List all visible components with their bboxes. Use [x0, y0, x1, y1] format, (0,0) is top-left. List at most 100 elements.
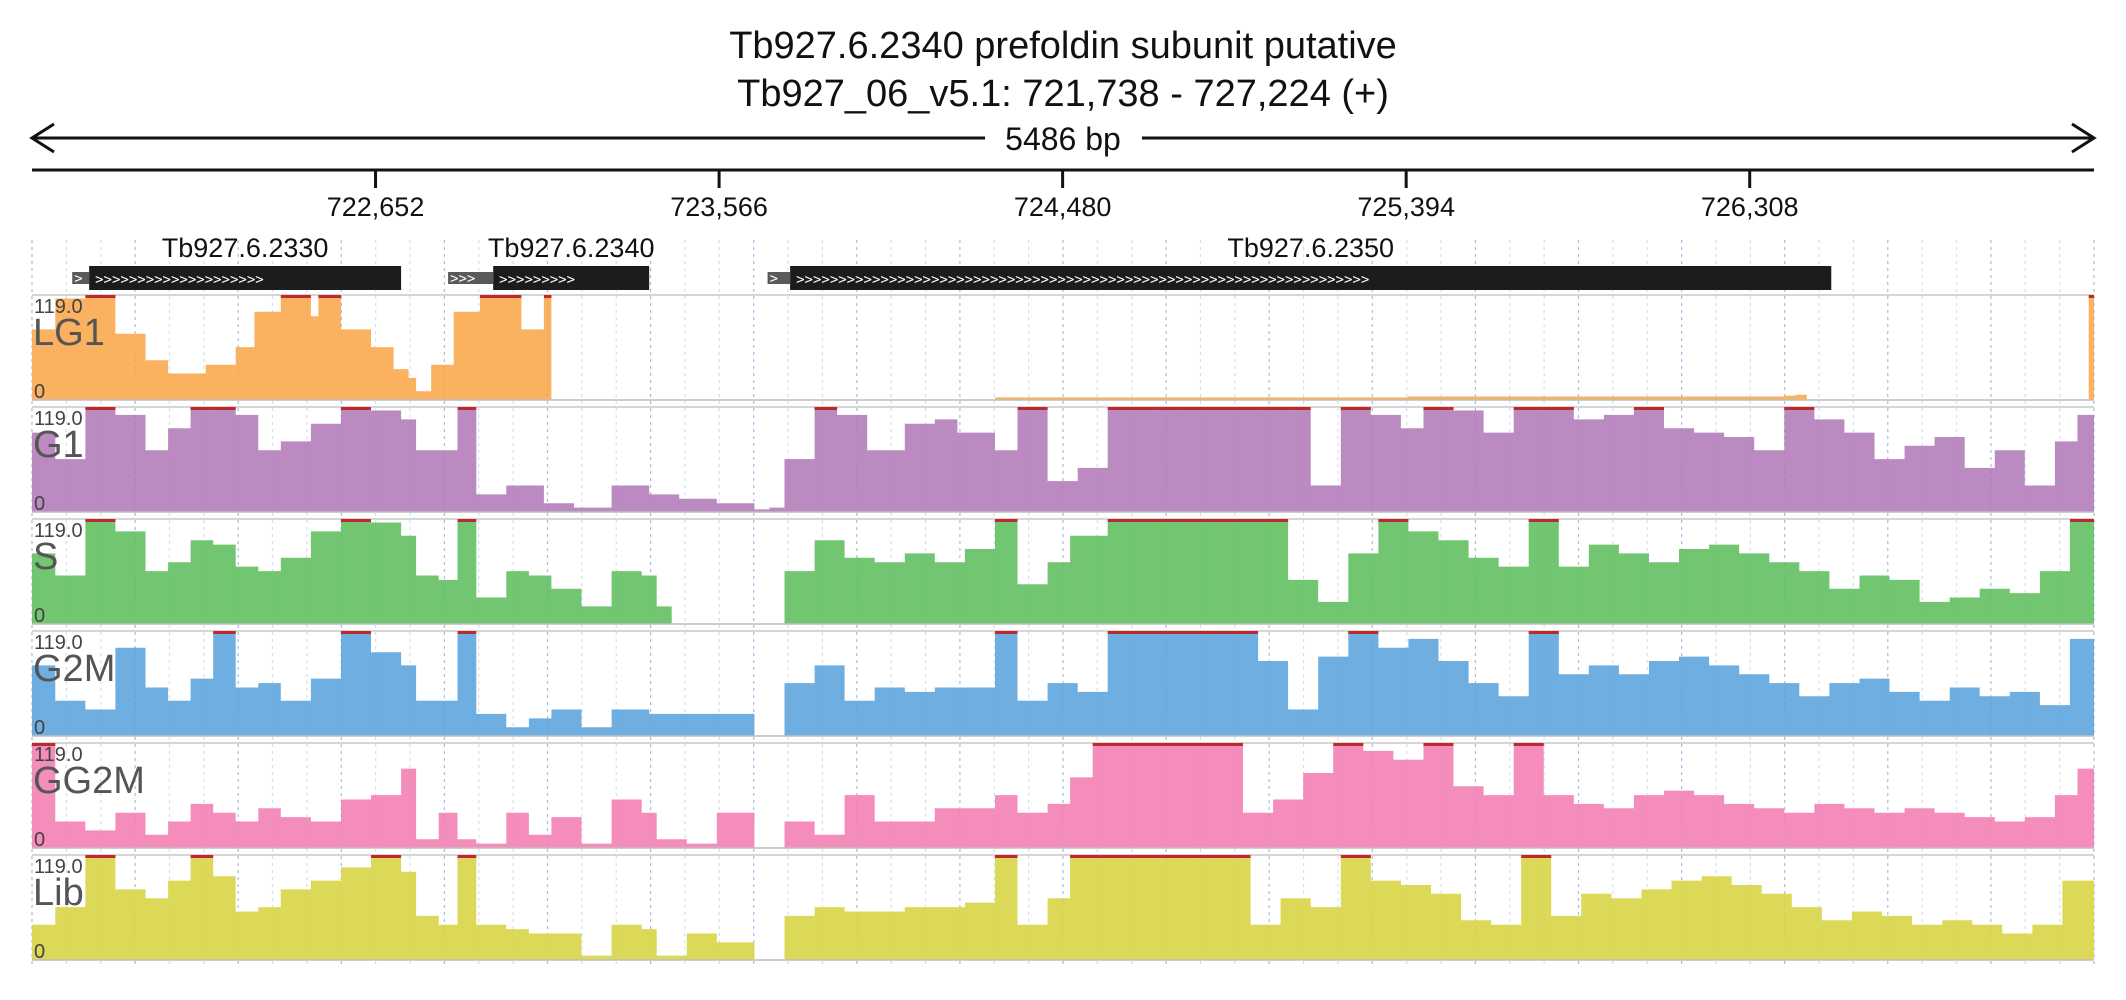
track-name-label: Lib: [33, 872, 84, 914]
track-max-label: 119.0: [34, 856, 83, 878]
axis-tick-label: 725,394: [1357, 192, 1455, 222]
coverage-area: [32, 407, 2094, 512]
span-arrow-right-icon: [2071, 122, 2097, 154]
coverage-area: [32, 855, 2094, 960]
clip-marker: [1633, 407, 1665, 410]
track-max-label: 119.0: [34, 296, 83, 318]
clip-marker: [1378, 519, 1409, 522]
coverage-track-s: 119.0 0 S: [32, 518, 2094, 627]
track-min-label: 0: [34, 829, 45, 851]
clip-marker: [1152, 743, 1183, 746]
axis-ticks: 722,652 723,566 724,480 725,394 726,308: [327, 170, 1799, 222]
coverage-track-lg1: 119.0 0 LG1: [32, 294, 2094, 403]
clip-marker: [457, 407, 477, 410]
clip-marker: [85, 407, 116, 410]
clip-marker: [457, 855, 477, 858]
track-max-label: 119.0: [34, 632, 83, 654]
clip-marker: [1348, 631, 1379, 634]
track-min-label: 0: [34, 493, 45, 515]
clip-marker: [1521, 855, 1552, 858]
clip-marker: [1182, 743, 1213, 746]
track-name-label: GG2M: [33, 760, 145, 802]
gene-cds: [89, 266, 402, 290]
axis-tick-label: 723,566: [670, 192, 768, 222]
figure-title: Tb927.6.2340 prefoldin subunit putative: [729, 25, 1397, 67]
locus-label: Tb927_06_v5.1: 721,738 - 727,224 (+): [737, 73, 1389, 115]
clip-marker: [1513, 407, 1544, 410]
track-name-label: G1: [33, 424, 84, 466]
clip-marker: [1197, 631, 1229, 634]
clip-marker: [457, 519, 477, 522]
span-length-label: 5486 bp: [1005, 121, 1121, 157]
clip-marker: [502, 295, 522, 298]
clip-marker: [1513, 743, 1544, 746]
clip-marker: [85, 855, 116, 858]
gene-name-label: Tb927.6.2340: [488, 233, 655, 263]
gene-cds: [493, 266, 650, 290]
track-max-label: 119.0: [34, 520, 83, 542]
clip-marker: [1017, 407, 1048, 410]
clip-marker: [318, 295, 341, 298]
clip-marker: [1130, 855, 1161, 858]
gene-model: >>>>>>>>>>>>>>>>>>>>>>>>>>>>>>>>>>>>>>>>…: [767, 233, 1832, 290]
gene-model: >>>>>>>>>>>>>>>>>>>>>Tb927.6.2330: [72, 233, 402, 290]
clip-marker: [213, 631, 236, 634]
clip-marker: [1258, 519, 1289, 522]
coordinate-axis: 722,652 723,566 724,480 725,394 726,308: [32, 168, 2094, 222]
clip-marker: [1423, 743, 1454, 746]
clip-marker: [480, 295, 503, 298]
clip-marker: [1182, 407, 1221, 410]
axis-tick-label: 722,652: [327, 192, 425, 222]
span-indicator: 5486 bp: [29, 121, 2097, 157]
clip-marker: [1423, 407, 1454, 410]
clip-marker: [340, 519, 372, 522]
clip-marker: [1228, 631, 1259, 634]
axis-tick-label: 724,480: [1014, 192, 1112, 222]
gene-utr: [448, 272, 494, 284]
clip-marker: [1137, 631, 1168, 634]
track-min-label: 0: [34, 941, 45, 963]
clip-marker: [2088, 295, 2094, 298]
clip-marker: [2069, 519, 2094, 522]
gene-utr-chevrons-icon: >>>: [450, 271, 475, 287]
clip-marker: [457, 631, 477, 634]
clip-marker: [994, 519, 1018, 522]
coverage-track-g1: 119.0 0 G1: [32, 406, 2094, 515]
clip-marker: [994, 631, 1018, 634]
clip-marker: [814, 407, 838, 410]
clip-marker: [1092, 743, 1123, 746]
gene-utr-chevrons-icon: >: [770, 271, 778, 287]
gene-name-label: Tb927.6.2350: [1227, 233, 1394, 263]
clip-marker: [1288, 407, 1311, 410]
coverage-area: [32, 743, 2094, 848]
clip-marker: [1107, 407, 1153, 410]
gene-track: >>>>>>>>>>>>>>>>>>>>>Tb927.6.2330>>>>>>>…: [72, 233, 1832, 290]
clip-marker: [85, 519, 116, 522]
clip-marker: [1182, 519, 1221, 522]
gene-utr: [72, 272, 90, 284]
span-arrow-left-icon: [29, 122, 55, 154]
clip-marker: [1340, 855, 1371, 858]
clip-marker: [1220, 519, 1259, 522]
clip-marker: [1107, 631, 1138, 634]
clip-marker: [1145, 519, 1183, 522]
gene-strand-chevrons-icon: >>>>>>>>>: [499, 272, 575, 288]
clip-marker: [1107, 519, 1146, 522]
clip-marker: [1333, 743, 1364, 746]
clip-marker: [1167, 631, 1198, 634]
clip-marker: [340, 631, 372, 634]
track-min-label: 0: [34, 605, 45, 627]
clip-marker: [1340, 407, 1371, 410]
clip-marker: [32, 743, 56, 746]
clip-marker: [1212, 743, 1244, 746]
gene-strand-chevrons-icon: >>>>>>>>>>>>>>>>>>>>: [95, 272, 264, 288]
track-min-label: 0: [34, 717, 45, 739]
clip-marker: [85, 295, 116, 298]
coverage-area: [32, 631, 2094, 736]
gene-cds: [790, 266, 1832, 290]
coverage-track-gg2m: 119.0 0 GG2M: [32, 742, 2094, 851]
coverage-area: [32, 519, 2094, 624]
gene-model: >>>>>>>>>>>>Tb927.6.2340: [448, 233, 654, 290]
